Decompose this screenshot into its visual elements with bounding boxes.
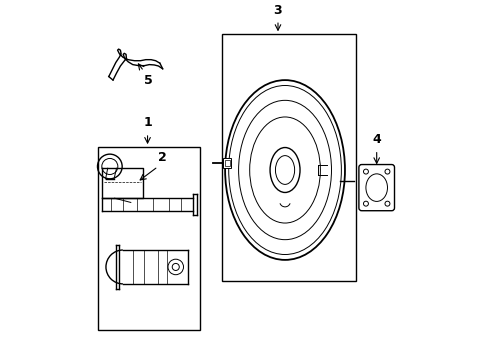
Bar — [223, 158, 231, 168]
Text: 2: 2 — [158, 151, 167, 164]
Bar — [98, 147, 200, 330]
Text: 5: 5 — [144, 74, 153, 87]
Text: 4: 4 — [371, 133, 380, 146]
FancyBboxPatch shape — [358, 165, 394, 211]
Bar — [221, 34, 355, 281]
Text: 1: 1 — [143, 117, 152, 130]
Text: 3: 3 — [273, 4, 282, 17]
Bar — [224, 159, 229, 166]
